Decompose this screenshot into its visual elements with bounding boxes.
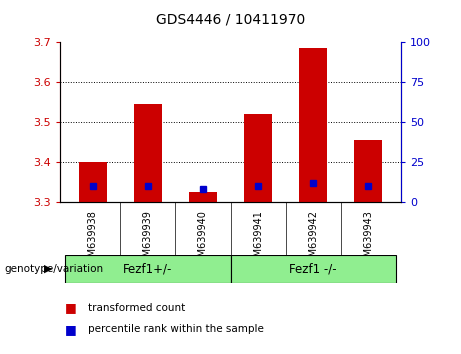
Bar: [244, 114, 272, 202]
Bar: [355, 140, 382, 202]
Text: GDS4446 / 10411970: GDS4446 / 10411970: [156, 12, 305, 27]
Text: GSM639942: GSM639942: [308, 210, 318, 269]
Bar: [299, 48, 327, 202]
Bar: [65, 255, 230, 283]
Text: GSM639939: GSM639939: [143, 210, 153, 269]
Text: ▶: ▶: [44, 264, 53, 274]
Text: Fezf1+/-: Fezf1+/-: [123, 263, 173, 275]
Text: GSM639938: GSM639938: [88, 210, 98, 269]
Text: GSM639943: GSM639943: [363, 210, 373, 269]
Text: transformed count: transformed count: [88, 303, 185, 313]
Text: genotype/variation: genotype/variation: [5, 264, 104, 274]
Text: GSM639940: GSM639940: [198, 210, 208, 269]
Bar: [189, 192, 217, 202]
Text: Fezf1 -/-: Fezf1 -/-: [289, 263, 337, 275]
Bar: [79, 162, 106, 202]
Text: percentile rank within the sample: percentile rank within the sample: [88, 324, 264, 334]
Bar: [134, 104, 162, 202]
Text: GSM639941: GSM639941: [253, 210, 263, 269]
Text: ■: ■: [65, 323, 76, 336]
Bar: [230, 255, 396, 283]
Text: ■: ■: [65, 302, 76, 314]
